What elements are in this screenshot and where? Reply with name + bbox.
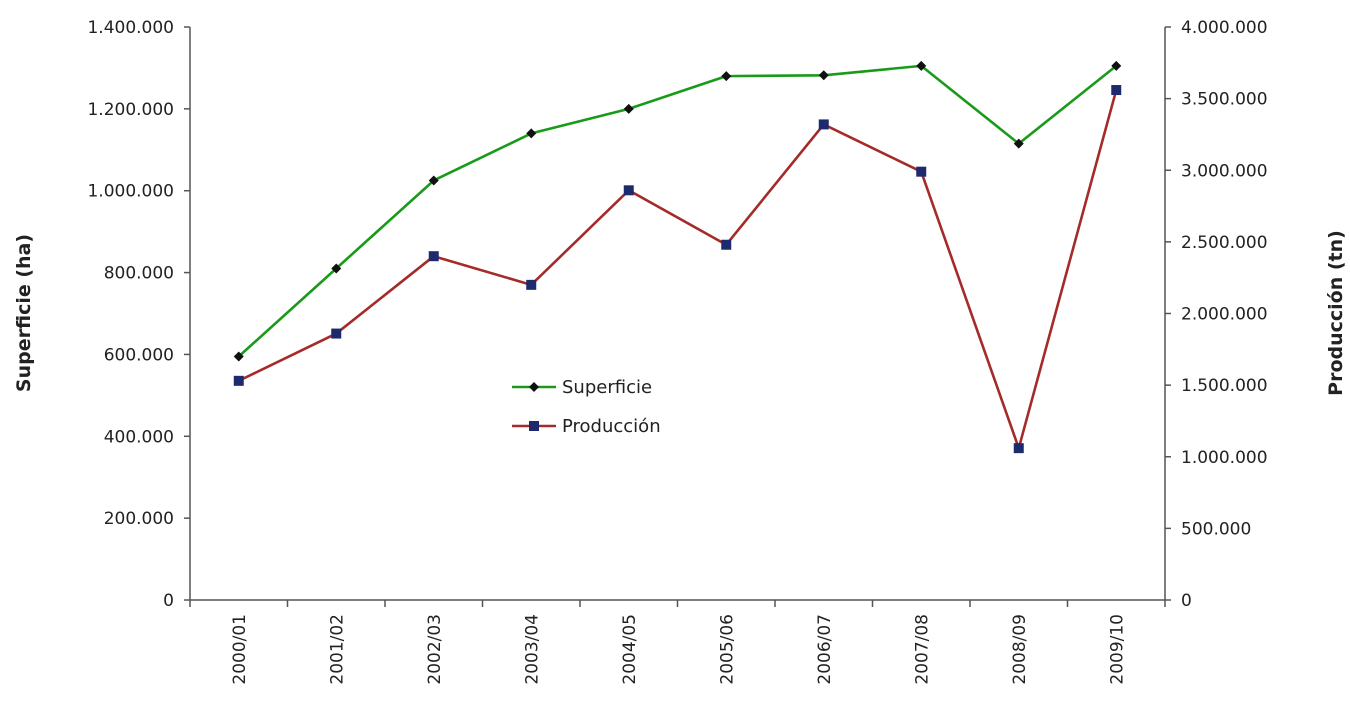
left-tick-label: 800.000 — [104, 264, 174, 284]
superficie-point — [331, 263, 342, 274]
legend-produccion-label: Producción — [562, 416, 661, 437]
produccion-point — [428, 251, 439, 262]
left-tick-label: 0 — [163, 591, 174, 611]
right-tick-label: 500.000 — [1181, 519, 1251, 539]
right-tick-label: 0 — [1181, 591, 1192, 611]
left-axis-ticks: 0 200.000 400.000 600.000 800.000 1.000.000 1.… — [87, 18, 190, 611]
right-tick-label: 1.500.000 — [1181, 376, 1268, 396]
legend-produccion-marker — [529, 421, 539, 431]
left-axis-title: Superficie (ha) — [13, 234, 35, 392]
superficie-line — [237, 64, 1118, 358]
superficie-point — [916, 60, 927, 71]
produccion-point — [818, 119, 829, 130]
superficie-point — [428, 175, 439, 186]
x-tick-label: 2001/02 — [327, 614, 347, 685]
x-tick-label: 2007/08 — [912, 614, 932, 685]
superficie-point — [526, 128, 537, 139]
produccion-line — [238, 89, 1118, 450]
x-tick-label: 2003/04 — [522, 614, 542, 685]
left-tick-label: 1.200.000 — [87, 100, 174, 120]
produccion-point — [331, 328, 342, 339]
right-tick-label: 3.000.000 — [1181, 161, 1268, 181]
superficie-point — [721, 71, 732, 82]
legend: Superficie Producción — [512, 377, 661, 437]
superficie-point — [1111, 60, 1122, 71]
series-layer — [233, 60, 1122, 454]
superficie-point — [233, 351, 244, 362]
legend-superficie-label: Superficie — [562, 377, 652, 398]
x-tick-label: 2008/09 — [1010, 614, 1030, 685]
produccion-point — [233, 375, 244, 386]
produccion-point — [721, 239, 732, 250]
x-tick-label: 2004/05 — [620, 614, 640, 685]
left-tick-label: 200.000 — [104, 509, 174, 529]
superficie-point — [1013, 138, 1024, 149]
x-tick-label: 2006/07 — [815, 614, 835, 685]
produccion-point — [623, 185, 634, 196]
right-axis-ticks: 0 500.000 1.000.000 1.500.000 2.000.000 2.500… — [1165, 18, 1268, 611]
legend-superficie-marker — [529, 382, 539, 392]
x-tick-label: 2009/10 — [1107, 614, 1127, 685]
produccion-point — [916, 166, 927, 177]
left-tick-label: 1.000.000 — [87, 182, 174, 202]
x-axis-ticks: 2000/01 2001/02 2002/03 2003/04 2004/05 2005/… — [189, 600, 1166, 685]
right-tick-label: 3.500.000 — [1181, 90, 1268, 110]
x-tick-label: 2005/06 — [717, 614, 737, 685]
right-tick-label: 1.000.000 — [1181, 448, 1268, 468]
left-tick-label: 1.400.000 — [87, 18, 174, 38]
right-tick-label: 2.500.000 — [1181, 233, 1268, 253]
produccion-point — [526, 279, 537, 290]
left-tick-label: 400.000 — [104, 427, 174, 447]
produccion-point — [1013, 443, 1024, 454]
right-axis-title: Producción (tn) — [1325, 230, 1347, 396]
x-tick-label: 2000/01 — [230, 614, 250, 685]
x-tick-label: 2002/03 — [425, 614, 445, 685]
produccion-point — [1111, 85, 1122, 96]
right-tick-label: 4.000.000 — [1181, 18, 1268, 38]
superficie-point — [818, 70, 829, 81]
left-tick-label: 600.000 — [104, 345, 174, 365]
superficie-point — [623, 103, 634, 114]
right-tick-label: 2.000.000 — [1181, 305, 1268, 325]
